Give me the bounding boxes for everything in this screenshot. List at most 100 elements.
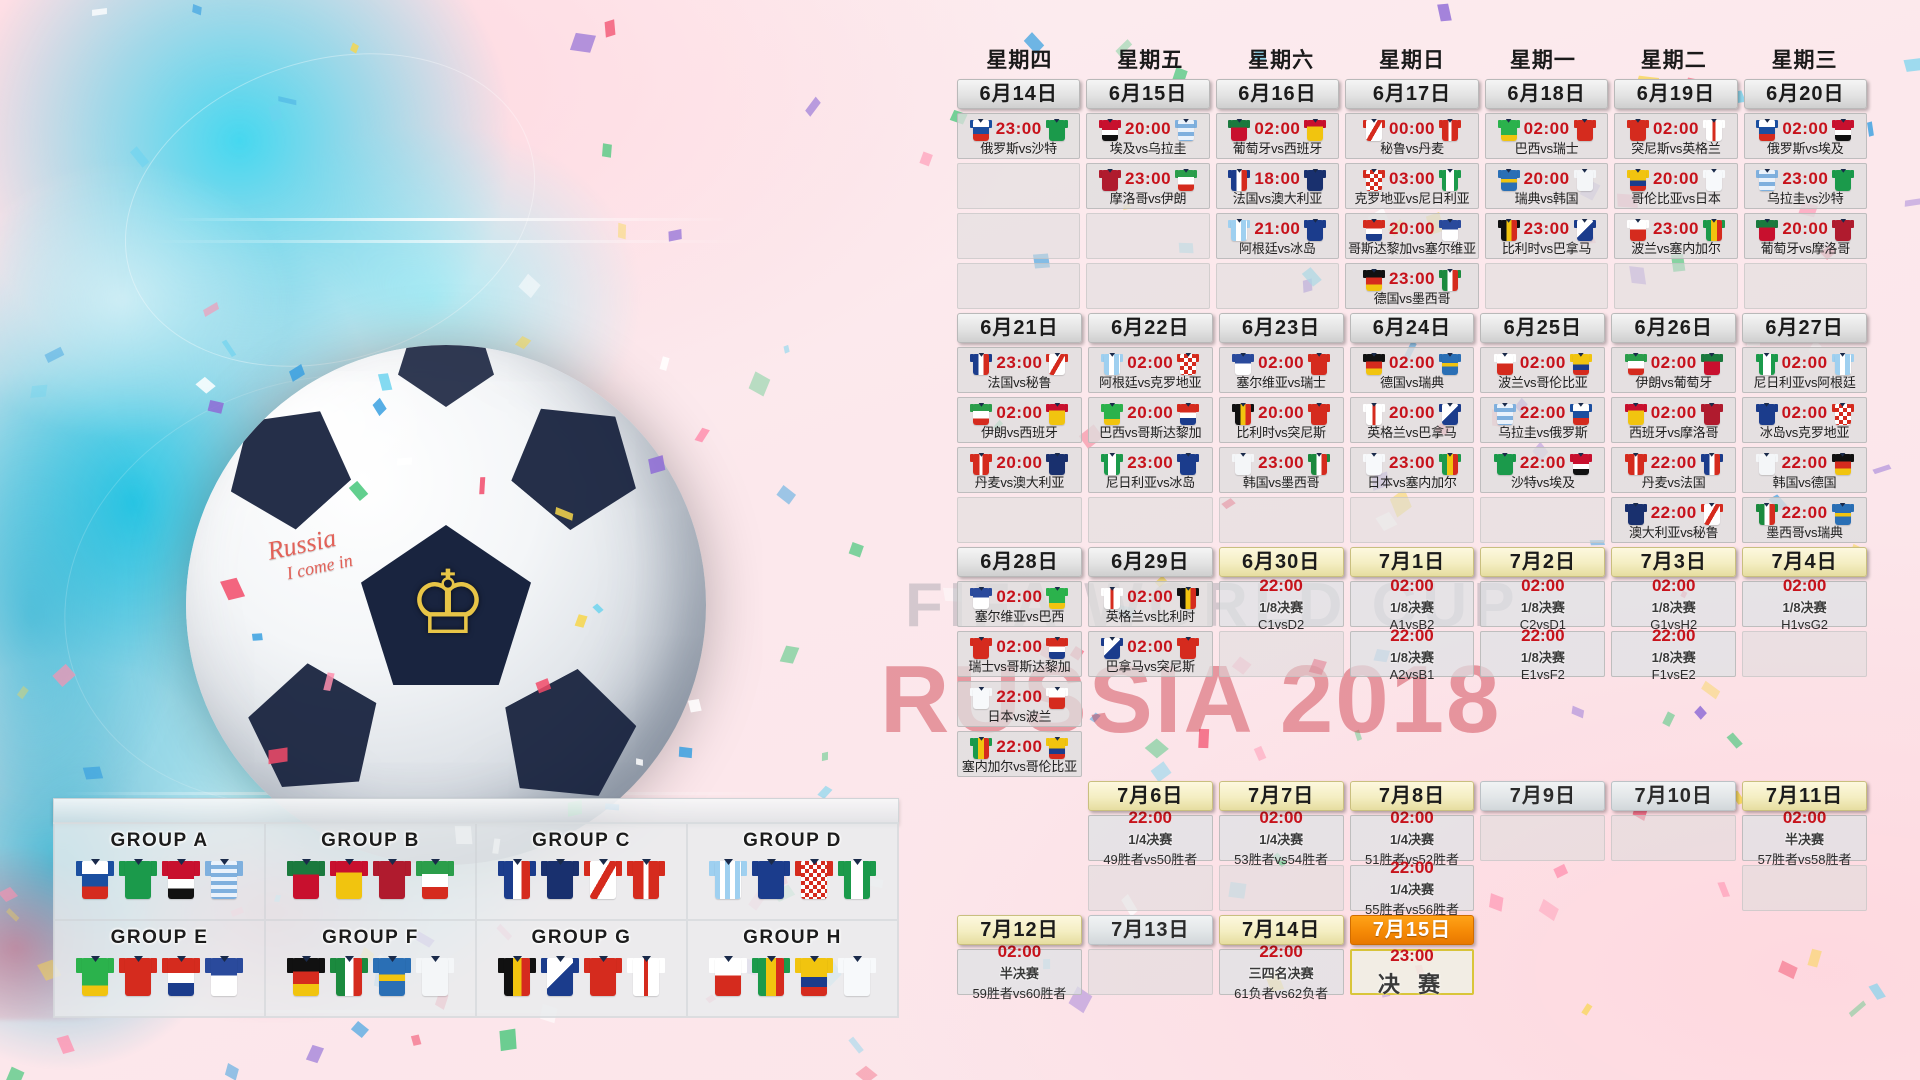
date-chip[interactable]: 7月14日 <box>1218 915 1344 945</box>
date-chip[interactable]: 7月8日 <box>1349 781 1475 811</box>
knockout-match-cell[interactable]: 02:00 1/8决赛 C2vsD1 <box>1480 576 1606 632</box>
group-card-a[interactable]: GROUP A <box>54 823 265 920</box>
group-card-c[interactable]: GROUP C <box>476 823 687 920</box>
match-cell[interactable]: 20:00 瑞典vs韩国 <box>1484 163 1609 209</box>
date-chip[interactable]: 7月13日 <box>1087 915 1213 945</box>
date-chip[interactable]: 6月25日 <box>1480 313 1606 343</box>
match-cell[interactable]: 03:00 克罗地亚vs尼日利亚 <box>1345 163 1479 209</box>
date-chip[interactable]: 7月10日 <box>1611 781 1737 811</box>
date-chip[interactable]: 6月27日 <box>1742 313 1867 343</box>
match-cell[interactable]: 23:00 波兰vs塞内加尔 <box>1614 213 1738 259</box>
knockout-match-cell[interactable]: 02:00 半决赛 57胜者vs58胜者 <box>1742 808 1867 867</box>
match-cell[interactable]: 02:00 英格兰vs比利时 <box>1087 581 1213 627</box>
match-cell[interactable]: 02:00 塞尔维亚vs瑞士 <box>1218 347 1344 393</box>
match-cell[interactable]: 22:00 日本vs波兰 <box>957 681 1082 727</box>
group-card-e[interactable]: GROUP E <box>54 920 265 1017</box>
date-chip[interactable]: 7月9日 <box>1480 781 1606 811</box>
date-chip[interactable]: 7月12日 <box>957 915 1082 945</box>
date-chip[interactable]: 6月21日 <box>957 313 1082 343</box>
knockout-match-cell[interactable]: 02:00 半决赛 59胜者vs60胜者 <box>957 942 1082 1001</box>
date-chip[interactable]: 7月1日 <box>1349 547 1475 577</box>
match-cell[interactable]: 22:00 沙特vs埃及 <box>1480 447 1606 493</box>
match-cell[interactable]: 22:00 墨西哥vs瑞典 <box>1742 497 1867 543</box>
date-chip[interactable]: 6月22日 <box>1087 313 1213 343</box>
match-cell[interactable]: 18:00 法国vs澳大利亚 <box>1215 163 1340 209</box>
match-cell[interactable]: 23:00 摩洛哥vs伊朗 <box>1086 163 1210 209</box>
group-card-b[interactable]: GROUP B <box>265 823 476 920</box>
match-cell[interactable]: 21:00 阿根廷vs冰岛 <box>1215 213 1340 259</box>
date-chip[interactable]: 6月29日 <box>1087 547 1213 577</box>
match-cell[interactable]: 23:00 日本vs塞内加尔 <box>1349 447 1475 493</box>
match-cell[interactable]: 20:00 哥斯达黎加vs塞尔维亚 <box>1345 213 1479 259</box>
knockout-match-cell[interactable]: 22:00 1/8决赛 A2vsB1 <box>1349 626 1475 682</box>
knockout-match-cell[interactable]: 02:00 1/8决赛 A1vsB2 <box>1349 576 1475 632</box>
match-cell[interactable]: 02:00 葡萄牙vs西班牙 <box>1215 113 1340 159</box>
knockout-match-cell[interactable]: 22:00 三四名决赛 61负者vs62负者 <box>1218 942 1344 1001</box>
match-cell[interactable]: 02:00 瑞士vs哥斯达黎加 <box>957 631 1082 677</box>
match-cell[interactable]: 02:00 阿根廷vs克罗地亚 <box>1087 347 1213 393</box>
match-cell[interactable]: 02:00 伊朗vs西班牙 <box>957 397 1082 443</box>
match-cell[interactable]: 20:00 巴西vs哥斯达黎加 <box>1087 397 1213 443</box>
date-chip[interactable]: 7月4日 <box>1742 547 1867 577</box>
date-chip[interactable]: 6月28日 <box>957 547 1082 577</box>
match-cell[interactable]: 22:00 韩国vs德国 <box>1742 447 1867 493</box>
match-cell[interactable]: 00:00 秘鲁vs丹麦 <box>1345 113 1479 159</box>
date-chip[interactable]: 7月6日 <box>1087 781 1213 811</box>
match-cell[interactable]: 20:00 哥伦比亚vs日本 <box>1614 163 1738 209</box>
match-cell[interactable]: 23:00 尼日利亚vs冰岛 <box>1087 447 1213 493</box>
match-cell[interactable]: 02:00 塞尔维亚vs巴西 <box>957 581 1082 627</box>
match-cell[interactable]: 20:00 葡萄牙vs摩洛哥 <box>1743 213 1867 259</box>
group-card-g[interactable]: GROUP G <box>476 920 687 1017</box>
match-cell[interactable]: 02:00 突尼斯vs英格兰 <box>1614 113 1738 159</box>
match-cell[interactable]: 02:00 尼日利亚vs阿根廷 <box>1742 347 1867 393</box>
match-cell[interactable]: 22:00 丹麦vs法国 <box>1611 447 1737 493</box>
match-cell[interactable]: 20:00 英格兰vs巴拿马 <box>1349 397 1475 443</box>
date-chip[interactable]: 6月23日 <box>1218 313 1344 343</box>
match-cell[interactable]: 23:00 比利时vs巴拿马 <box>1484 213 1609 259</box>
date-chip[interactable]: 6月26日 <box>1611 313 1737 343</box>
match-cell[interactable]: 22:00 澳大利亚vs秘鲁 <box>1611 497 1737 543</box>
date-chip[interactable]: 6月18日 <box>1484 79 1609 109</box>
date-chip[interactable]: 7月2日 <box>1480 547 1606 577</box>
match-cell[interactable]: 23:00 俄罗斯vs沙特 <box>957 113 1081 159</box>
knockout-match-cell[interactable]: 02:00 1/4决赛 53胜者vs54胜者 <box>1218 808 1344 867</box>
date-chip[interactable]: 6月16日 <box>1215 79 1340 109</box>
match-cell[interactable]: 02:00 巴拿马vs突尼斯 <box>1087 631 1213 677</box>
knockout-match-cell[interactable]: 22:00 1/4决赛 49胜者vs50胜者 <box>1087 808 1213 867</box>
group-card-f[interactable]: GROUP F <box>265 920 476 1017</box>
match-cell[interactable]: 02:00 波兰vs哥伦比亚 <box>1480 347 1606 393</box>
knockout-match-cell[interactable]: 02:00 1/8决赛 H1vsG2 <box>1742 576 1867 632</box>
match-cell[interactable]: 02:00 伊朗vs葡萄牙 <box>1611 347 1737 393</box>
match-cell[interactable]: 20:00 丹麦vs澳大利亚 <box>957 447 1082 493</box>
date-chip[interactable]: 7月7日 <box>1218 781 1344 811</box>
knockout-match-cell[interactable]: 22:00 1/4决赛 55胜者vs56胜者 <box>1349 858 1475 917</box>
match-cell[interactable]: 23:00 乌拉圭vs沙特 <box>1743 163 1867 209</box>
match-cell[interactable]: 23:00 法国vs秘鲁 <box>957 347 1082 393</box>
knockout-match-cell[interactable]: 22:00 1/8决赛 C1vsD2 <box>1218 576 1344 632</box>
final-match-cell[interactable]: 23:00 决 赛 <box>1349 946 1475 997</box>
date-chip[interactable]: 7月3日 <box>1611 547 1737 577</box>
knockout-match-cell[interactable]: 02:00 1/8决赛 G1vsH2 <box>1611 576 1737 632</box>
knockout-match-cell[interactable]: 22:00 1/8决赛 F1vsE2 <box>1611 626 1737 682</box>
date-chip[interactable]: 6月14日 <box>957 79 1081 109</box>
date-chip[interactable]: 6月24日 <box>1349 313 1475 343</box>
knockout-match-cell[interactable]: 22:00 1/8决赛 E1vsF2 <box>1480 626 1606 682</box>
group-card-d[interactable]: GROUP D <box>687 823 898 920</box>
match-cell[interactable]: 02:00 德国vs瑞典 <box>1349 347 1475 393</box>
match-cell[interactable]: 23:00 德国vs墨西哥 <box>1345 263 1479 309</box>
match-cell[interactable]: 20:00 埃及vs乌拉圭 <box>1086 113 1210 159</box>
match-cell[interactable]: 02:00 西班牙vs摩洛哥 <box>1611 397 1737 443</box>
group-card-h[interactable]: GROUP H <box>687 920 898 1017</box>
match-cell[interactable]: 22:00 乌拉圭vs俄罗斯 <box>1480 397 1606 443</box>
match-cell[interactable]: 02:00 俄罗斯vs埃及 <box>1743 113 1867 159</box>
match-cell[interactable]: 20:00 比利时vs突尼斯 <box>1218 397 1344 443</box>
match-cell[interactable]: 02:00 冰岛vs克罗地亚 <box>1742 397 1867 443</box>
date-chip[interactable]: 6月19日 <box>1614 79 1738 109</box>
match-cell[interactable]: 23:00 韩国vs墨西哥 <box>1218 447 1344 493</box>
match-cell[interactable]: 22:00 塞内加尔vs哥伦比亚 <box>957 731 1082 777</box>
date-chip[interactable]: 7月15日 <box>1349 915 1475 945</box>
date-chip[interactable]: 6月20日 <box>1743 79 1867 109</box>
date-chip[interactable]: 6月17日 <box>1345 79 1479 109</box>
match-cell[interactable]: 02:00 巴西vs瑞士 <box>1484 113 1609 159</box>
date-chip[interactable]: 7月11日 <box>1742 781 1867 811</box>
